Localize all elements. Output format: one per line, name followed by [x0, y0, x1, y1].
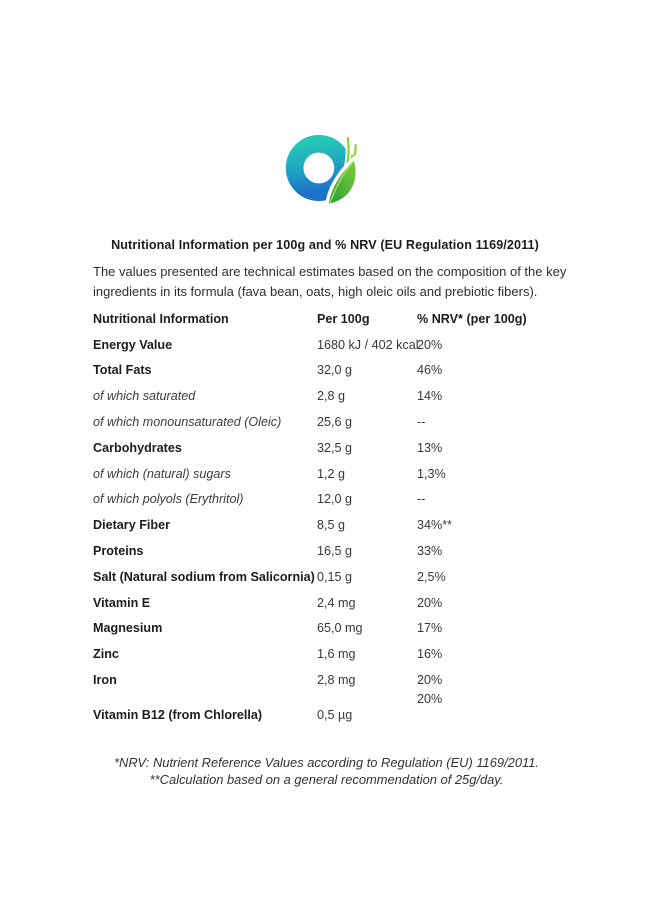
table-row: Iron 2,8 mg 20%: [93, 667, 560, 693]
page-title: Nutritional Information per 100g and % N…: [111, 238, 539, 252]
row-label: of which saturated: [93, 389, 196, 404]
row-per100g-value: 16,5 g: [317, 544, 353, 559]
row-per100g-value: 32,0 g: [317, 363, 353, 378]
table-row: of which saturated 2,8 g 14%: [93, 383, 560, 409]
row-label: Dietary Fiber: [93, 518, 170, 533]
row-label: Total Fats: [93, 363, 152, 378]
nutrition-table: Nutritional Information Per 100g % NRV* …: [93, 306, 560, 728]
row-per100g-value: 65,0 mg: [317, 621, 363, 636]
table-row: Dietary Fiber 8,5 g 34%**: [93, 512, 560, 538]
row-label: Iron: [93, 673, 117, 688]
row-label: Energy Value: [93, 337, 173, 352]
table-row: Vitamin B12 (from Chlorella) 0,5 µg 20%: [93, 692, 560, 728]
table-row: Zinc 1,6 mg 16%: [93, 641, 560, 667]
table-row: Salt (Natural sodium from Salicornia) 0,…: [93, 564, 560, 590]
table-row: Energy Value 1680 kJ / 402 kcal 20%: [93, 332, 560, 358]
row-label: Carbohydrates: [93, 440, 182, 455]
row-per100g-value: 2,8 g: [317, 389, 346, 404]
row-nrv-value: 20%: [417, 337, 443, 352]
table-header-row: Nutritional Information Per 100g % NRV* …: [93, 306, 560, 332]
table-row: of which (natural) sugars 1,2 g 1,3%: [93, 461, 560, 487]
col-header-per-100g: Per 100g: [317, 311, 370, 326]
footnote-calculation: **Calculation based on a general recomme…: [149, 772, 504, 788]
footnotes: *NRV: Nutrient Reference Values accordin…: [93, 754, 560, 789]
brand-logo: [281, 124, 369, 212]
content-area: The values presented are technical estim…: [0, 262, 650, 789]
table-row: of which monounsaturated (Oleic) 25,6 g …: [93, 409, 560, 435]
row-per100g-value: 12,0 g: [317, 492, 353, 507]
table-row: Total Fats 32,0 g 46%: [93, 358, 560, 384]
row-nrv-value: 34%**: [417, 518, 453, 533]
row-per100g-value: 8,5 g: [317, 518, 346, 533]
row-per100g-value: 2,8 mg: [317, 673, 356, 688]
row-label: of which monounsaturated (Oleic): [93, 415, 282, 430]
row-per100g-value: 2,4 mg: [317, 595, 356, 610]
row-label: of which (natural) sugars: [93, 466, 231, 481]
col-header-nutritional-information: Nutritional Information: [93, 311, 229, 326]
row-nrv-value: 2,5%: [417, 569, 446, 584]
row-per100g-value: 25,6 g: [317, 415, 353, 430]
row-per100g-value: 0,15 g: [317, 569, 353, 584]
row-nrv-value: 46%: [417, 363, 443, 378]
col-header-nrv: % NRV* (per 100g): [417, 311, 527, 326]
ring-leaf-logo-icon: [285, 135, 360, 208]
row-nrv-value: 20%: [417, 691, 443, 706]
row-nrv-value: 16%: [417, 647, 443, 662]
table-row: Magnesium 65,0 mg 17%: [93, 616, 560, 642]
row-label: Zinc: [93, 647, 119, 662]
footnote-nrv: *NRV: Nutrient Reference Values accordin…: [114, 754, 539, 770]
row-nrv-value: 13%: [417, 440, 443, 455]
row-label: Vitamin E: [93, 595, 151, 610]
row-label: of which polyols (Erythritol): [93, 492, 244, 507]
row-label: Salt (Natural sodium from Salicornia): [93, 569, 315, 584]
nutrition-table-body: Energy Value 1680 kJ / 402 kcal 20% Tota…: [93, 332, 560, 728]
row-per100g-value: 1,2 g: [317, 466, 346, 481]
row-nrv-value: 20%: [417, 673, 443, 688]
table-row: of which polyols (Erythritol) 12,0 g --: [93, 487, 560, 513]
row-per100g-value: 32,5 g: [317, 440, 353, 455]
row-nrv-value: 17%: [417, 621, 443, 636]
row-label: Magnesium: [93, 621, 163, 636]
row-label: Proteins: [93, 544, 144, 559]
intro-text: The values presented are technical estim…: [93, 264, 567, 299]
row-nrv-value: 14%: [417, 389, 443, 404]
row-nrv-value: 1,3%: [417, 466, 446, 481]
row-per100g-value: 1,6 mg: [317, 647, 356, 662]
row-nrv-value: 20%: [417, 595, 443, 610]
row-nrv-value: --: [417, 492, 426, 507]
row-per100g-value: 1680 kJ / 402 kcal: [317, 337, 419, 352]
row-per100g-value: 0,5 µg: [317, 707, 353, 722]
row-nrv-value: 33%: [417, 544, 443, 559]
row-label: Vitamin B12 (from Chlorella): [93, 707, 263, 722]
table-row: Carbohydrates 32,5 g 13%: [93, 435, 560, 461]
table-row: Vitamin E 2,4 mg 20%: [93, 590, 560, 616]
row-nrv-value: --: [417, 415, 426, 430]
table-row: Proteins 16,5 g 33%: [93, 538, 560, 564]
